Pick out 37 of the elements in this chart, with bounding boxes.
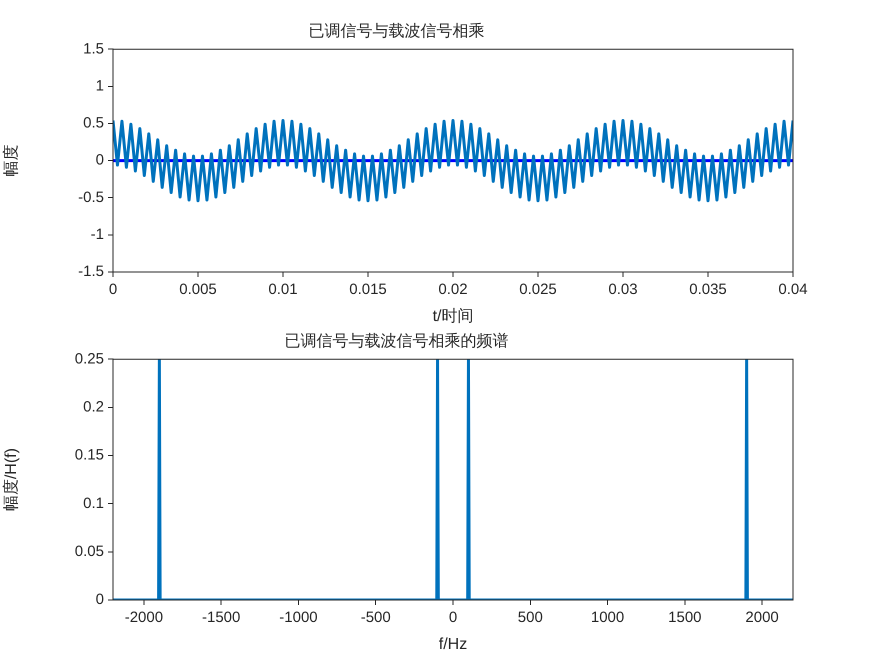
y-tick-label: -1.5	[78, 263, 104, 280]
x-tick-label: 0.03	[608, 281, 638, 298]
x-tick-label: -1500	[202, 609, 240, 626]
x-tick-label: 0.01	[268, 281, 298, 298]
y-tick-label: 0	[96, 591, 104, 608]
x-tick-label: 0	[108, 281, 118, 298]
x-tick-label: 0.005	[179, 281, 217, 298]
y-tick-label: 0.15	[74, 446, 104, 464]
x-tick-label: 0.04	[778, 281, 808, 298]
x-tick-label: 1500	[668, 609, 702, 626]
x-tick-label: 500	[518, 609, 543, 626]
y-tick-label: 0.1	[83, 494, 104, 512]
y-tick-label: 0.5	[83, 114, 104, 132]
chart-title: 已调信号与载波信号相乘的频谱	[284, 332, 508, 350]
x-axis-title: t/时间	[432, 306, 474, 325]
y-tick-label: 0.05	[74, 542, 104, 560]
x-tick-label: 0.035	[689, 281, 727, 298]
y-tick-label: 1.5	[83, 40, 104, 58]
x-tick-label: 1000	[590, 609, 624, 626]
y-tick-label: -1	[90, 226, 104, 244]
x-tick-label: -1000	[279, 609, 318, 626]
y-axis-title: 幅度	[2, 144, 20, 177]
x-tick-label: 0.02	[438, 281, 468, 298]
x-tick-label: 0.025	[519, 281, 557, 298]
y-tick-label: 0.25	[74, 350, 104, 368]
x-tick-label: -500	[360, 609, 391, 626]
y-tick-label: 0	[96, 152, 104, 169]
y-axis-title: 幅度/H(f)	[2, 448, 20, 512]
y-tick-label: 1	[96, 77, 104, 94]
chart-title: 已调信号与载波信号相乘	[308, 22, 484, 40]
y-tick-label: -0.5	[78, 188, 104, 206]
x-tick-label: 0.015	[349, 281, 387, 298]
x-tick-label: 2000	[745, 609, 779, 626]
y-tick-label: 0.2	[83, 398, 104, 416]
x-tick-label: 0	[448, 609, 458, 626]
x-tick-label: -2000	[124, 609, 164, 626]
x-axis-title: f/Hz	[438, 636, 468, 653]
